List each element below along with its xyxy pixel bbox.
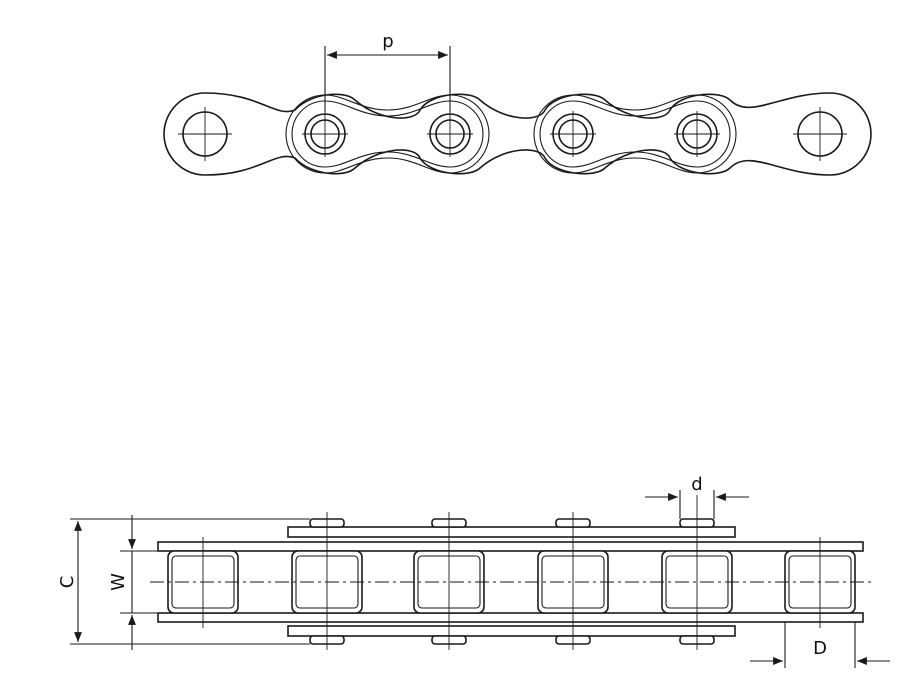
C-dimension: C <box>57 518 310 645</box>
pitch-label: p <box>382 31 393 52</box>
pin-2 <box>302 111 348 157</box>
pitch-dimension: p <box>324 31 451 112</box>
inner-plate-right <box>533 94 737 174</box>
pin-3 <box>427 111 473 157</box>
chain-top-view: p <box>163 31 872 176</box>
W-label: W <box>108 573 129 591</box>
D-label: D <box>813 638 827 659</box>
inner-plates <box>157 541 864 623</box>
chain-side-view: d D C W <box>57 474 890 668</box>
pin-centerlines <box>150 495 872 650</box>
inner-plate-left <box>285 94 490 174</box>
outer-plates <box>287 526 736 637</box>
pin-hole-6 <box>793 107 847 161</box>
D-dimension: D <box>750 622 890 668</box>
pin-hole-1 <box>178 107 232 161</box>
chain-outline <box>163 92 872 176</box>
C-label: C <box>57 576 78 589</box>
pin-4 <box>550 111 596 157</box>
pin-5 <box>674 111 720 157</box>
W-dimension: W <box>108 515 168 650</box>
d-label: d <box>691 474 702 495</box>
d-dimension: d <box>645 474 749 519</box>
